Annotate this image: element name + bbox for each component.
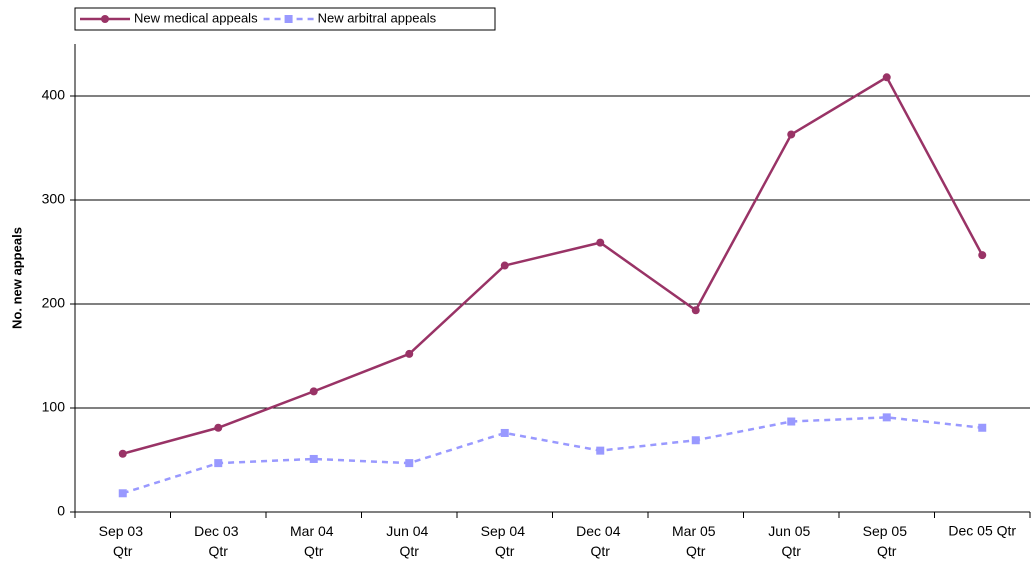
point <box>978 423 987 432</box>
legend-label: New arbitral appeals <box>318 10 437 25</box>
x-tick-label: Dec 05 Qtr <box>948 523 1016 539</box>
point <box>284 15 293 23</box>
x-tick-label-line: Qtr <box>782 543 802 559</box>
point <box>500 261 509 270</box>
point <box>309 454 318 463</box>
x-tick-label-line: Jun 04 <box>386 523 432 539</box>
y-tick-label: 0 <box>57 503 65 519</box>
x-tick-label: Sep 05 Qtr <box>863 523 911 559</box>
x-tick-label: Dec 04 Qtr <box>576 523 624 559</box>
point <box>882 73 891 82</box>
y-tick-label: 300 <box>42 191 66 207</box>
point <box>214 459 223 468</box>
point <box>787 130 796 139</box>
x-tick-label: Mar 05 Qtr <box>672 523 719 559</box>
y-tick-label: 400 <box>42 87 66 103</box>
series-line <box>122 416 983 495</box>
point <box>118 489 127 498</box>
x-tick-label: Jun 05 Qtr <box>768 523 814 559</box>
point <box>978 251 987 260</box>
x-tick-label-line: Dec 03 <box>194 523 242 539</box>
series-line <box>122 75 984 455</box>
x-tick-label-line: Qtr <box>591 543 611 559</box>
legend-label: New medical appeals <box>134 10 258 25</box>
x-tick-label-line: Sep 05 <box>863 523 911 539</box>
x-tick-label-line: Qtr <box>400 543 420 559</box>
x-tick-label-line: Sep 04 <box>481 523 529 539</box>
point <box>596 446 605 455</box>
x-tick-label-line: Qtr <box>304 543 324 559</box>
x-tick-label-line: Qtr <box>686 543 706 559</box>
y-tick-label: 200 <box>42 295 66 311</box>
x-tick-label-line: Jun 05 <box>768 523 814 539</box>
x-tick-label: Jun 04 Qtr <box>386 523 432 559</box>
point <box>596 238 605 247</box>
point <box>214 423 223 432</box>
point <box>882 413 891 422</box>
point <box>309 387 318 396</box>
x-tick-label-line: Dec 04 <box>576 523 624 539</box>
x-tick-label-line: Mar 05 <box>672 523 719 539</box>
point <box>405 349 414 358</box>
x-tick-label: Sep 03 Qtr <box>99 523 147 559</box>
point <box>101 15 109 23</box>
x-tick-label-line: Qtr <box>877 543 897 559</box>
point <box>118 449 127 458</box>
x-tick-label-line: Qtr <box>209 543 229 559</box>
point <box>787 417 796 426</box>
x-tick-label: Sep 04 Qtr <box>481 523 529 559</box>
point <box>691 306 700 315</box>
x-tick-label-line: Mar 04 <box>290 523 337 539</box>
x-tick-label-line: Qtr <box>113 543 133 559</box>
y-axis-label: No. new appeals <box>9 227 24 329</box>
point <box>691 436 700 445</box>
y-tick-label: 100 <box>42 399 66 415</box>
point <box>500 428 509 437</box>
point <box>405 459 414 468</box>
x-tick-label-line: Sep 03 <box>99 523 147 539</box>
x-tick-label: Dec 03 Qtr <box>194 523 242 559</box>
x-tick-label-line: Qtr <box>495 543 515 559</box>
x-tick-label: Mar 04 Qtr <box>290 523 337 559</box>
